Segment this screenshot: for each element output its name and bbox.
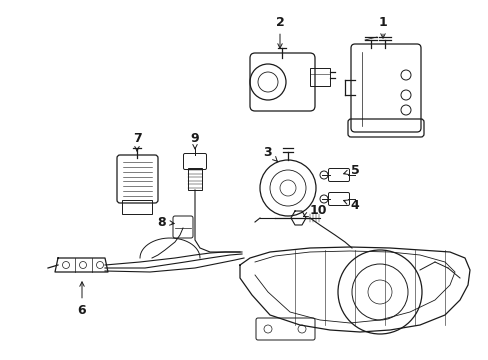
Text: 2: 2 — [275, 15, 284, 48]
Text: 5: 5 — [343, 163, 359, 176]
Text: 4: 4 — [343, 198, 359, 212]
Text: 6: 6 — [78, 282, 86, 316]
Text: 7: 7 — [132, 131, 141, 151]
Bar — [309, 68, 329, 86]
Bar — [187, 168, 202, 190]
Text: 1: 1 — [378, 15, 386, 38]
Text: 8: 8 — [157, 216, 174, 229]
Bar — [122, 200, 152, 214]
Text: 10: 10 — [303, 203, 326, 217]
Text: 3: 3 — [263, 145, 277, 161]
Text: 9: 9 — [190, 131, 199, 149]
